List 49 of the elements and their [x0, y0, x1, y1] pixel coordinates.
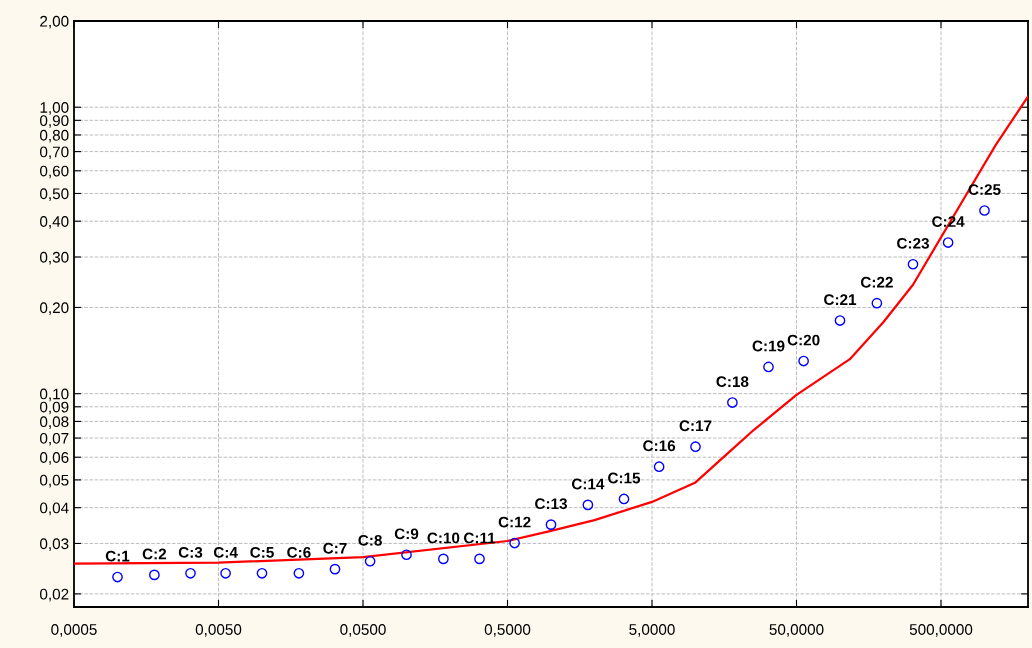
x-tick-label: 0,5000 [484, 624, 531, 637]
annotation: C:19 [752, 340, 785, 352]
annotation: C:4 [213, 546, 238, 558]
annotation: C:1 [105, 550, 130, 562]
annotation: C:11 [463, 532, 496, 544]
y-tick-label: 2,00 [40, 15, 69, 29]
y-tick-label: 0,08 [40, 416, 69, 429]
x-tick-label: 0,0005 [51, 624, 97, 637]
y-tick-label: 0,10 [40, 388, 69, 402]
annotation: C:7 [323, 542, 347, 554]
y-tick-label: 0,70 [40, 146, 69, 160]
x-tick-label: 0,0050 [195, 624, 242, 637]
annotation: C:15 [608, 472, 641, 484]
annotation: C:10 [427, 532, 460, 544]
annotation: C:18 [716, 376, 749, 388]
y-tick-label: 0,30 [40, 251, 69, 265]
annotation: C:8 [358, 534, 382, 546]
y-tick-label: 0,06 [40, 452, 69, 465]
y-tick-label: 0,40 [40, 216, 69, 229]
y-tick-label: 0,60 [40, 165, 69, 179]
annotation: C:6 [287, 546, 311, 558]
annotation: C:9 [394, 528, 419, 540]
annotation: C:21 [824, 294, 857, 306]
annotation: C:2 [142, 548, 167, 560]
y-tick-label: 0,04 [40, 502, 69, 516]
y-tick-label: 0,50 [40, 188, 69, 201]
y-tick-label: 0,09 [40, 401, 69, 415]
y-tick-label: 0,07 [40, 432, 69, 446]
x-tick-label: 50,0000 [769, 624, 824, 637]
annotation: C:20 [787, 334, 820, 346]
annotation: C:22 [860, 276, 893, 288]
x-tick-label: 5,0000 [629, 624, 675, 637]
y-tick-label: 1,00 [40, 102, 69, 115]
annotation: C:16 [643, 440, 676, 452]
annotation: C:12 [498, 516, 531, 528]
annotation: C:23 [897, 237, 929, 249]
annotation: C:13 [535, 498, 568, 510]
y-tick-label: 0,05 [40, 474, 69, 488]
annotation: C:17 [679, 420, 712, 432]
annotation: C:5 [250, 546, 274, 558]
annotation: C:14 [571, 478, 605, 490]
x-tick-label: 500,0000 [909, 624, 973, 637]
annotation: C:3 [178, 546, 203, 558]
x-tick-label: 0,0500 [340, 624, 386, 637]
y-tick-label: 0,90 [40, 115, 69, 128]
y-tick-label: 0,03 [40, 538, 69, 551]
y-tick-label: 0,02 [40, 588, 69, 602]
y-tick-label: 0,80 [40, 129, 69, 143]
y-tick-label: 0,20 [40, 302, 69, 315]
